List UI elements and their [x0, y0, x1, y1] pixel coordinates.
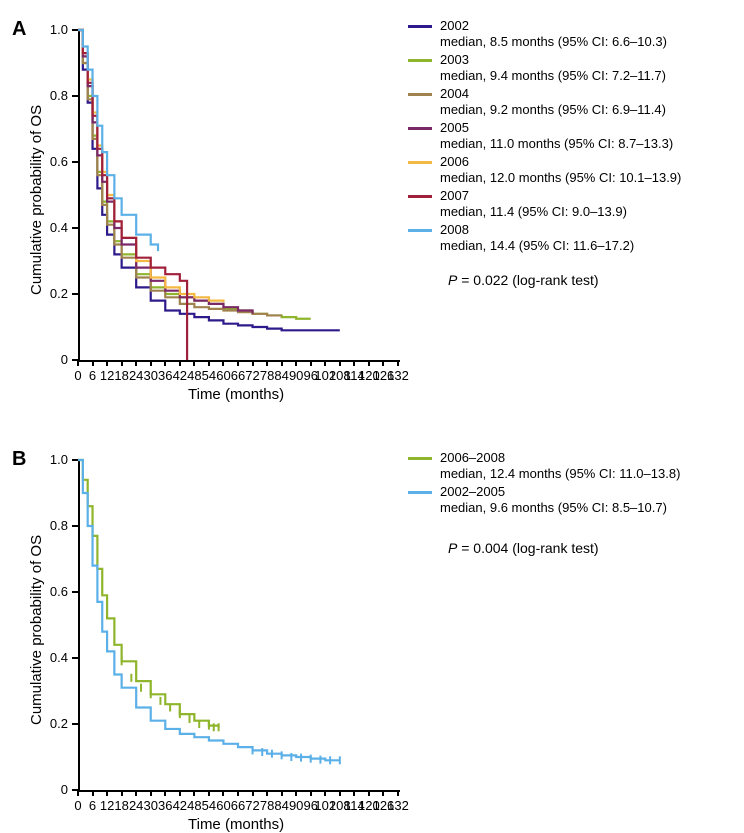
y-tick: [72, 161, 78, 163]
y-tick-label: 0.4: [38, 650, 68, 665]
x-tick: [252, 790, 254, 796]
panel-b-svg: [0, 0, 744, 829]
legend-text: 2006–2008median, 12.4 months (95% CI: 11…: [440, 450, 680, 482]
x-tick: [266, 360, 268, 366]
y-tick: [72, 227, 78, 229]
y-tick-label: 0.2: [38, 716, 68, 731]
y-tick-label: 1.0: [38, 452, 68, 467]
x-tick: [368, 360, 370, 366]
panel-b-y-axis-title: Cumulative probability of OS: [28, 535, 45, 725]
x-tick: [77, 360, 79, 366]
panel-b-x-axis-title: Time (months): [188, 816, 284, 833]
x-tick: [310, 360, 312, 366]
x-tick: [77, 790, 79, 796]
x-tick: [266, 790, 268, 796]
y-tick-label: 0.8: [38, 518, 68, 533]
y-tick: [72, 657, 78, 659]
y-tick: [72, 723, 78, 725]
y-tick: [72, 591, 78, 593]
y-tick-label: 0.8: [38, 88, 68, 103]
y-tick-label: 0.6: [38, 584, 68, 599]
x-tick: [324, 790, 326, 796]
legend-swatch: [408, 457, 432, 460]
x-tick: [179, 790, 181, 796]
y-tick-label: 0: [38, 352, 68, 367]
x-tick: [353, 360, 355, 366]
x-tick: [193, 790, 195, 796]
legend-entry: 2006–2008median, 12.4 months (95% CI: 11…: [408, 450, 680, 482]
x-tick: [397, 790, 399, 796]
x-tick: [193, 360, 195, 366]
x-tick: [281, 360, 283, 366]
x-tick: [135, 790, 137, 796]
y-tick-label: 0.4: [38, 220, 68, 235]
km-curve-2002–2005: [78, 460, 340, 760]
x-tick-label: 132: [386, 798, 410, 813]
x-tick: [121, 360, 123, 366]
legend-swatch: [408, 491, 432, 494]
x-tick: [164, 790, 166, 796]
x-tick: [222, 790, 224, 796]
x-tick: [106, 790, 108, 796]
x-tick: [324, 360, 326, 366]
x-tick: [92, 360, 94, 366]
legend-text: 2002–2005median, 9.6 months (95% CI: 8.5…: [440, 484, 667, 516]
x-tick: [295, 360, 297, 366]
x-tick: [179, 360, 181, 366]
panel-b-stat-text: P = 0.004 (log-rank test): [448, 540, 599, 556]
y-tick-label: 0: [38, 782, 68, 797]
x-tick: [252, 360, 254, 366]
y-tick: [72, 95, 78, 97]
y-tick-label: 1.0: [38, 22, 68, 37]
x-tick: [368, 790, 370, 796]
y-tick: [72, 293, 78, 295]
x-tick: [281, 790, 283, 796]
x-tick: [353, 790, 355, 796]
x-tick: [295, 790, 297, 796]
x-tick: [339, 790, 341, 796]
x-tick: [135, 360, 137, 366]
x-tick: [150, 360, 152, 366]
panel-b-legend: 2006–2008median, 12.4 months (95% CI: 11…: [408, 450, 680, 518]
x-tick: [310, 790, 312, 796]
x-tick: [237, 790, 239, 796]
x-tick: [92, 790, 94, 796]
figure-container: A Cumulative probability of OS Time (mon…: [0, 0, 744, 829]
x-tick: [397, 360, 399, 366]
x-tick: [106, 360, 108, 366]
x-tick: [208, 790, 210, 796]
x-tick: [208, 360, 210, 366]
x-tick: [222, 360, 224, 366]
y-tick: [72, 525, 78, 527]
x-tick-label: 132: [386, 368, 410, 383]
x-tick: [164, 360, 166, 366]
x-tick: [382, 360, 384, 366]
legend-entry: 2002–2005median, 9.6 months (95% CI: 8.5…: [408, 484, 680, 516]
x-tick: [150, 790, 152, 796]
y-tick: [72, 29, 78, 31]
y-tick: [72, 459, 78, 461]
y-tick-label: 0.6: [38, 154, 68, 169]
y-tick-label: 0.2: [38, 286, 68, 301]
x-tick: [121, 790, 123, 796]
x-tick: [237, 360, 239, 366]
x-tick: [382, 790, 384, 796]
x-tick: [339, 360, 341, 366]
km-curve-2006–2008: [78, 460, 219, 727]
